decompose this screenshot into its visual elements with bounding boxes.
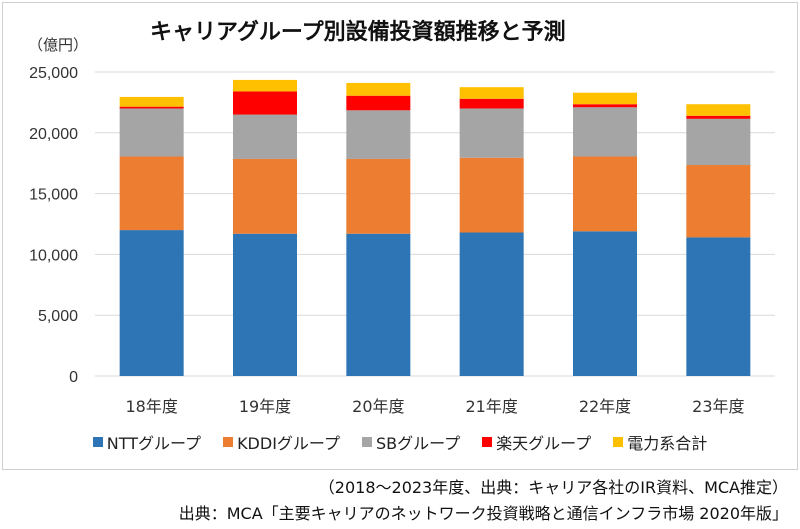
bar-segment xyxy=(573,156,637,232)
y-tick-label: 20,000 xyxy=(29,126,78,143)
chart-frame xyxy=(2,2,798,470)
y-tick-label: 15,000 xyxy=(29,187,78,204)
y-tick-label: 5,000 xyxy=(38,308,78,325)
x-tick-label: 19年度 xyxy=(239,397,291,416)
x-tick-label: 18年度 xyxy=(125,397,177,416)
x-tick-label: 21年度 xyxy=(465,397,517,416)
bar-segment xyxy=(119,108,184,157)
legend-item: 電力系合計 xyxy=(613,430,707,454)
bar-segment xyxy=(459,98,524,109)
legend-label: 電力系合計 xyxy=(627,434,708,453)
bar-segment xyxy=(686,104,751,116)
legend-swatch xyxy=(482,437,493,447)
bar-segment xyxy=(346,233,411,376)
legend-swatch xyxy=(223,437,234,447)
bar-segment xyxy=(119,106,184,109)
bar-segment xyxy=(346,82,411,96)
y-axis-unit: （億円） xyxy=(28,36,89,54)
bar-segment xyxy=(459,157,524,233)
legend-item: 楽天グループ xyxy=(482,430,591,454)
bar-segment xyxy=(119,96,184,107)
bar-segment xyxy=(686,118,751,166)
bar-segment xyxy=(573,104,637,108)
legend: NTTグループ KDDIグループ SBグループ 楽天グループ 電力系合計 xyxy=(0,430,800,454)
chart-title: キャリアグループ別設備投資額推移と予測 xyxy=(150,20,566,45)
bar-segment xyxy=(233,79,297,92)
y-tick-label: 10,000 xyxy=(29,247,78,264)
bar-segment xyxy=(346,110,411,159)
legend-item: NTTグループ xyxy=(92,430,202,454)
y-tick-label: 25,000 xyxy=(29,65,78,82)
bar-segment xyxy=(459,232,524,376)
legend-label: SBグループ xyxy=(375,434,461,453)
bar-segment xyxy=(573,92,637,105)
bar-segment xyxy=(233,114,297,159)
bar-segment xyxy=(573,231,637,376)
source-note-1: （2018～2023年度、出典：キャリア各社のIR資料、MCA推定） xyxy=(318,478,788,497)
bar-segment xyxy=(686,237,751,376)
legend-label: 楽天グループ xyxy=(496,434,592,453)
y-tick-label: 0 xyxy=(69,369,78,386)
x-tick-label: 20年度 xyxy=(352,397,404,416)
legend-label: NTTグループ xyxy=(106,434,202,453)
bar-segment xyxy=(346,95,411,111)
bar-segment xyxy=(459,87,524,99)
bar-segment xyxy=(233,91,297,115)
bar-segment xyxy=(686,165,751,238)
x-tick-label: 22年度 xyxy=(579,397,631,416)
source-note-2: 出典：MCA「主要キャリアのネットワーク投資戦略と通信インフラ市場 2020年版… xyxy=(178,504,788,523)
bar-segment xyxy=(119,230,184,376)
bar-segment xyxy=(686,115,751,119)
bar-segment xyxy=(346,158,411,234)
bar-segment xyxy=(119,156,184,231)
legend-item: SBグループ xyxy=(361,430,461,454)
legend-item: KDDIグループ xyxy=(223,430,340,454)
legend-swatch xyxy=(361,437,372,447)
bar-segment xyxy=(233,233,297,376)
legend-label: KDDIグループ xyxy=(237,434,340,453)
bar-segment xyxy=(459,108,524,158)
legend-swatch xyxy=(613,437,624,447)
bar-segment xyxy=(233,158,297,234)
bar-segment xyxy=(573,107,637,157)
legend-swatch xyxy=(92,437,103,447)
x-tick-label: 23年度 xyxy=(692,397,744,416)
stacked-bar-chart: 0 5,000 10,000 15,000 20,000 25,000 18年度 19年度 20… xyxy=(29,65,775,416)
